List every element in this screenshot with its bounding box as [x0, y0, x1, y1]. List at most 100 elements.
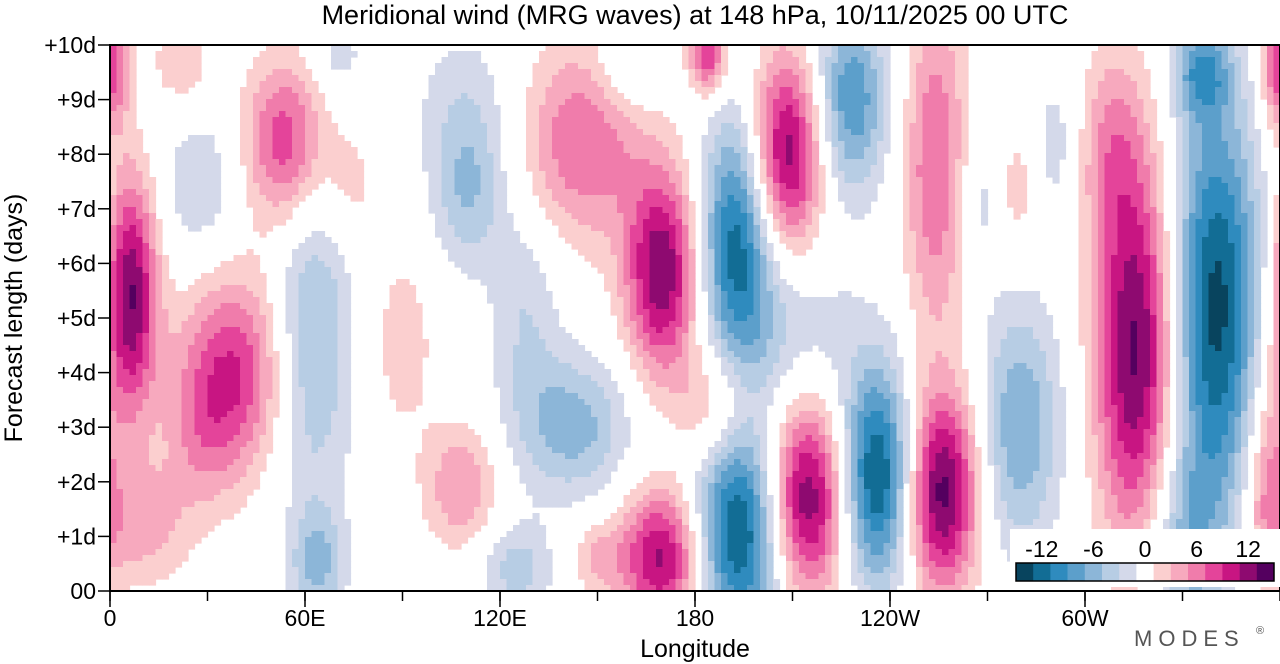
field-cell	[1234, 225, 1242, 232]
field-cell	[1124, 87, 1132, 94]
field-cell	[747, 261, 755, 268]
field-cell	[760, 225, 768, 232]
field-cell	[500, 183, 508, 190]
field-cell	[1111, 147, 1119, 154]
field-cell	[565, 219, 573, 226]
field-cell	[1085, 219, 1093, 226]
field-cell	[864, 171, 872, 178]
field-cell	[591, 171, 599, 178]
field-cell	[571, 165, 579, 172]
field-cell	[1189, 291, 1197, 298]
field-cell	[123, 243, 131, 250]
field-cell	[623, 99, 631, 106]
field-cell	[129, 57, 137, 64]
field-cell	[396, 303, 404, 310]
field-cell	[1091, 159, 1099, 166]
field-cell	[149, 237, 157, 244]
field-cell	[825, 69, 833, 76]
field-cell	[779, 201, 787, 208]
field-cell	[1228, 285, 1236, 292]
field-cell	[701, 81, 709, 88]
field-cell	[721, 291, 729, 298]
field-cell	[708, 309, 716, 316]
field-cell	[116, 45, 124, 52]
field-cell	[545, 123, 553, 130]
field-cell	[1124, 141, 1132, 148]
field-cell	[740, 123, 748, 130]
field-cell	[578, 69, 586, 76]
field-cell	[318, 261, 326, 268]
field-cell	[1091, 69, 1099, 76]
field-cell	[942, 213, 950, 220]
field-cell	[643, 201, 651, 208]
field-cell	[201, 177, 209, 184]
field-cell	[1091, 111, 1099, 118]
field-cell	[1046, 129, 1054, 136]
field-cell	[1130, 279, 1138, 286]
field-cell	[266, 309, 274, 316]
field-cell	[688, 255, 696, 262]
field-cell	[903, 105, 911, 112]
field-cell	[591, 231, 599, 238]
field-cell	[1078, 171, 1086, 178]
field-cell	[305, 87, 313, 94]
field-cell	[961, 129, 969, 136]
field-cell	[714, 261, 722, 268]
field-cell	[240, 135, 248, 142]
field-cell	[435, 171, 443, 178]
field-cell	[1085, 75, 1093, 82]
field-cell	[487, 111, 495, 118]
field-cell	[610, 177, 618, 184]
field-cell	[214, 201, 222, 208]
field-cell	[292, 99, 300, 106]
field-cell	[838, 183, 846, 190]
field-cell	[714, 297, 722, 304]
field-cell	[675, 267, 683, 274]
field-cell	[734, 129, 742, 136]
field-cell	[610, 207, 618, 214]
field-cell	[500, 189, 508, 196]
field-cell	[331, 51, 339, 58]
field-cell	[292, 117, 300, 124]
field-cell	[662, 249, 670, 256]
field-cell	[214, 267, 222, 274]
field-cell	[584, 153, 592, 160]
field-cell	[1208, 291, 1216, 298]
field-cell	[1195, 129, 1203, 136]
field-cell	[110, 141, 118, 148]
field-cell	[883, 147, 891, 154]
field-cell	[454, 249, 462, 256]
field-cell	[948, 273, 956, 280]
field-cell	[591, 87, 599, 94]
field-cell	[1215, 141, 1223, 148]
field-cell	[214, 279, 222, 286]
field-cell	[838, 303, 846, 310]
field-cell	[246, 165, 254, 172]
field-cell	[1130, 225, 1138, 232]
field-cell	[181, 297, 189, 304]
field-cell	[181, 45, 189, 52]
field-cell	[428, 177, 436, 184]
field-cell	[1234, 87, 1242, 94]
field-cell	[558, 159, 566, 166]
field-cell	[604, 225, 612, 232]
field-cell	[857, 147, 865, 154]
field-cell	[1215, 171, 1223, 178]
field-cell	[942, 75, 950, 82]
field-cell	[259, 273, 267, 280]
field-cell	[617, 171, 625, 178]
field-cell	[422, 129, 430, 136]
field-cell	[864, 45, 872, 52]
field-cell	[539, 99, 547, 106]
field-cell	[766, 303, 774, 310]
field-cell	[1111, 207, 1119, 214]
field-cell	[214, 273, 222, 280]
field-cell	[935, 123, 943, 130]
field-cell	[935, 57, 943, 64]
field-cell	[851, 111, 859, 118]
field-cell	[766, 129, 774, 136]
field-cell	[1124, 249, 1132, 256]
field-cell	[708, 285, 716, 292]
field-cell	[604, 273, 612, 280]
field-cell	[350, 183, 358, 190]
